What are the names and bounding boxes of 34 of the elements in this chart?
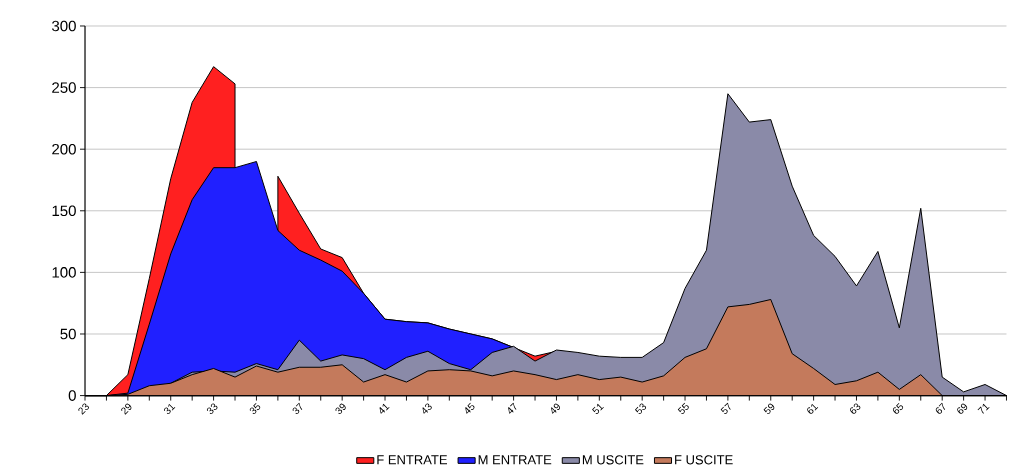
y-tick-label: 300 — [52, 20, 76, 32]
x-tick-label: 39 — [335, 403, 346, 415]
x-tick-label: 45 — [465, 402, 475, 414]
x-tick-label: 61 — [807, 403, 819, 414]
x-tick-label: 53 — [634, 403, 647, 415]
x-tick-label: 67 — [935, 402, 946, 414]
y-tick-label: 200 — [52, 143, 76, 155]
y-tick-label: 100 — [52, 267, 76, 278]
x-tick-label: 47 — [508, 402, 517, 414]
y-tick-label: 150 — [52, 205, 76, 217]
x-tick-label: 35 — [249, 402, 261, 415]
y-tick-label: 0 — [68, 390, 76, 401]
legend-label: F USCITE — [675, 455, 733, 465]
x-tick-label: 57 — [720, 402, 731, 415]
x-tick-label: 49 — [551, 403, 561, 414]
x-tick-label: 37 — [292, 402, 303, 415]
x-tick-label: 59 — [763, 403, 775, 415]
legend-label: M ENTRATE — [478, 455, 552, 465]
x-tick-label: 51 — [592, 403, 604, 415]
x-tick-label: 71 — [977, 403, 990, 414]
x-tick-label: 41 — [379, 403, 390, 414]
y-tick-label: 50 — [60, 328, 76, 340]
x-tick-label: 29 — [121, 403, 132, 415]
x-tick-label: 31 — [164, 403, 176, 415]
legend-label: F ENTRATE — [377, 455, 448, 465]
y-tick-label: 250 — [52, 82, 76, 93]
legend-label: M USCITE — [582, 455, 644, 465]
x-tick-label: 69 — [957, 403, 968, 414]
x-tick-label: 23 — [78, 403, 89, 415]
x-tick-label: 33 — [206, 403, 218, 415]
x-tick-label: 65 — [892, 402, 904, 414]
x-tick-label: 63 — [850, 403, 861, 414]
x-tick-label: 43 — [422, 403, 432, 414]
x-tick-label: 55 — [677, 402, 689, 415]
